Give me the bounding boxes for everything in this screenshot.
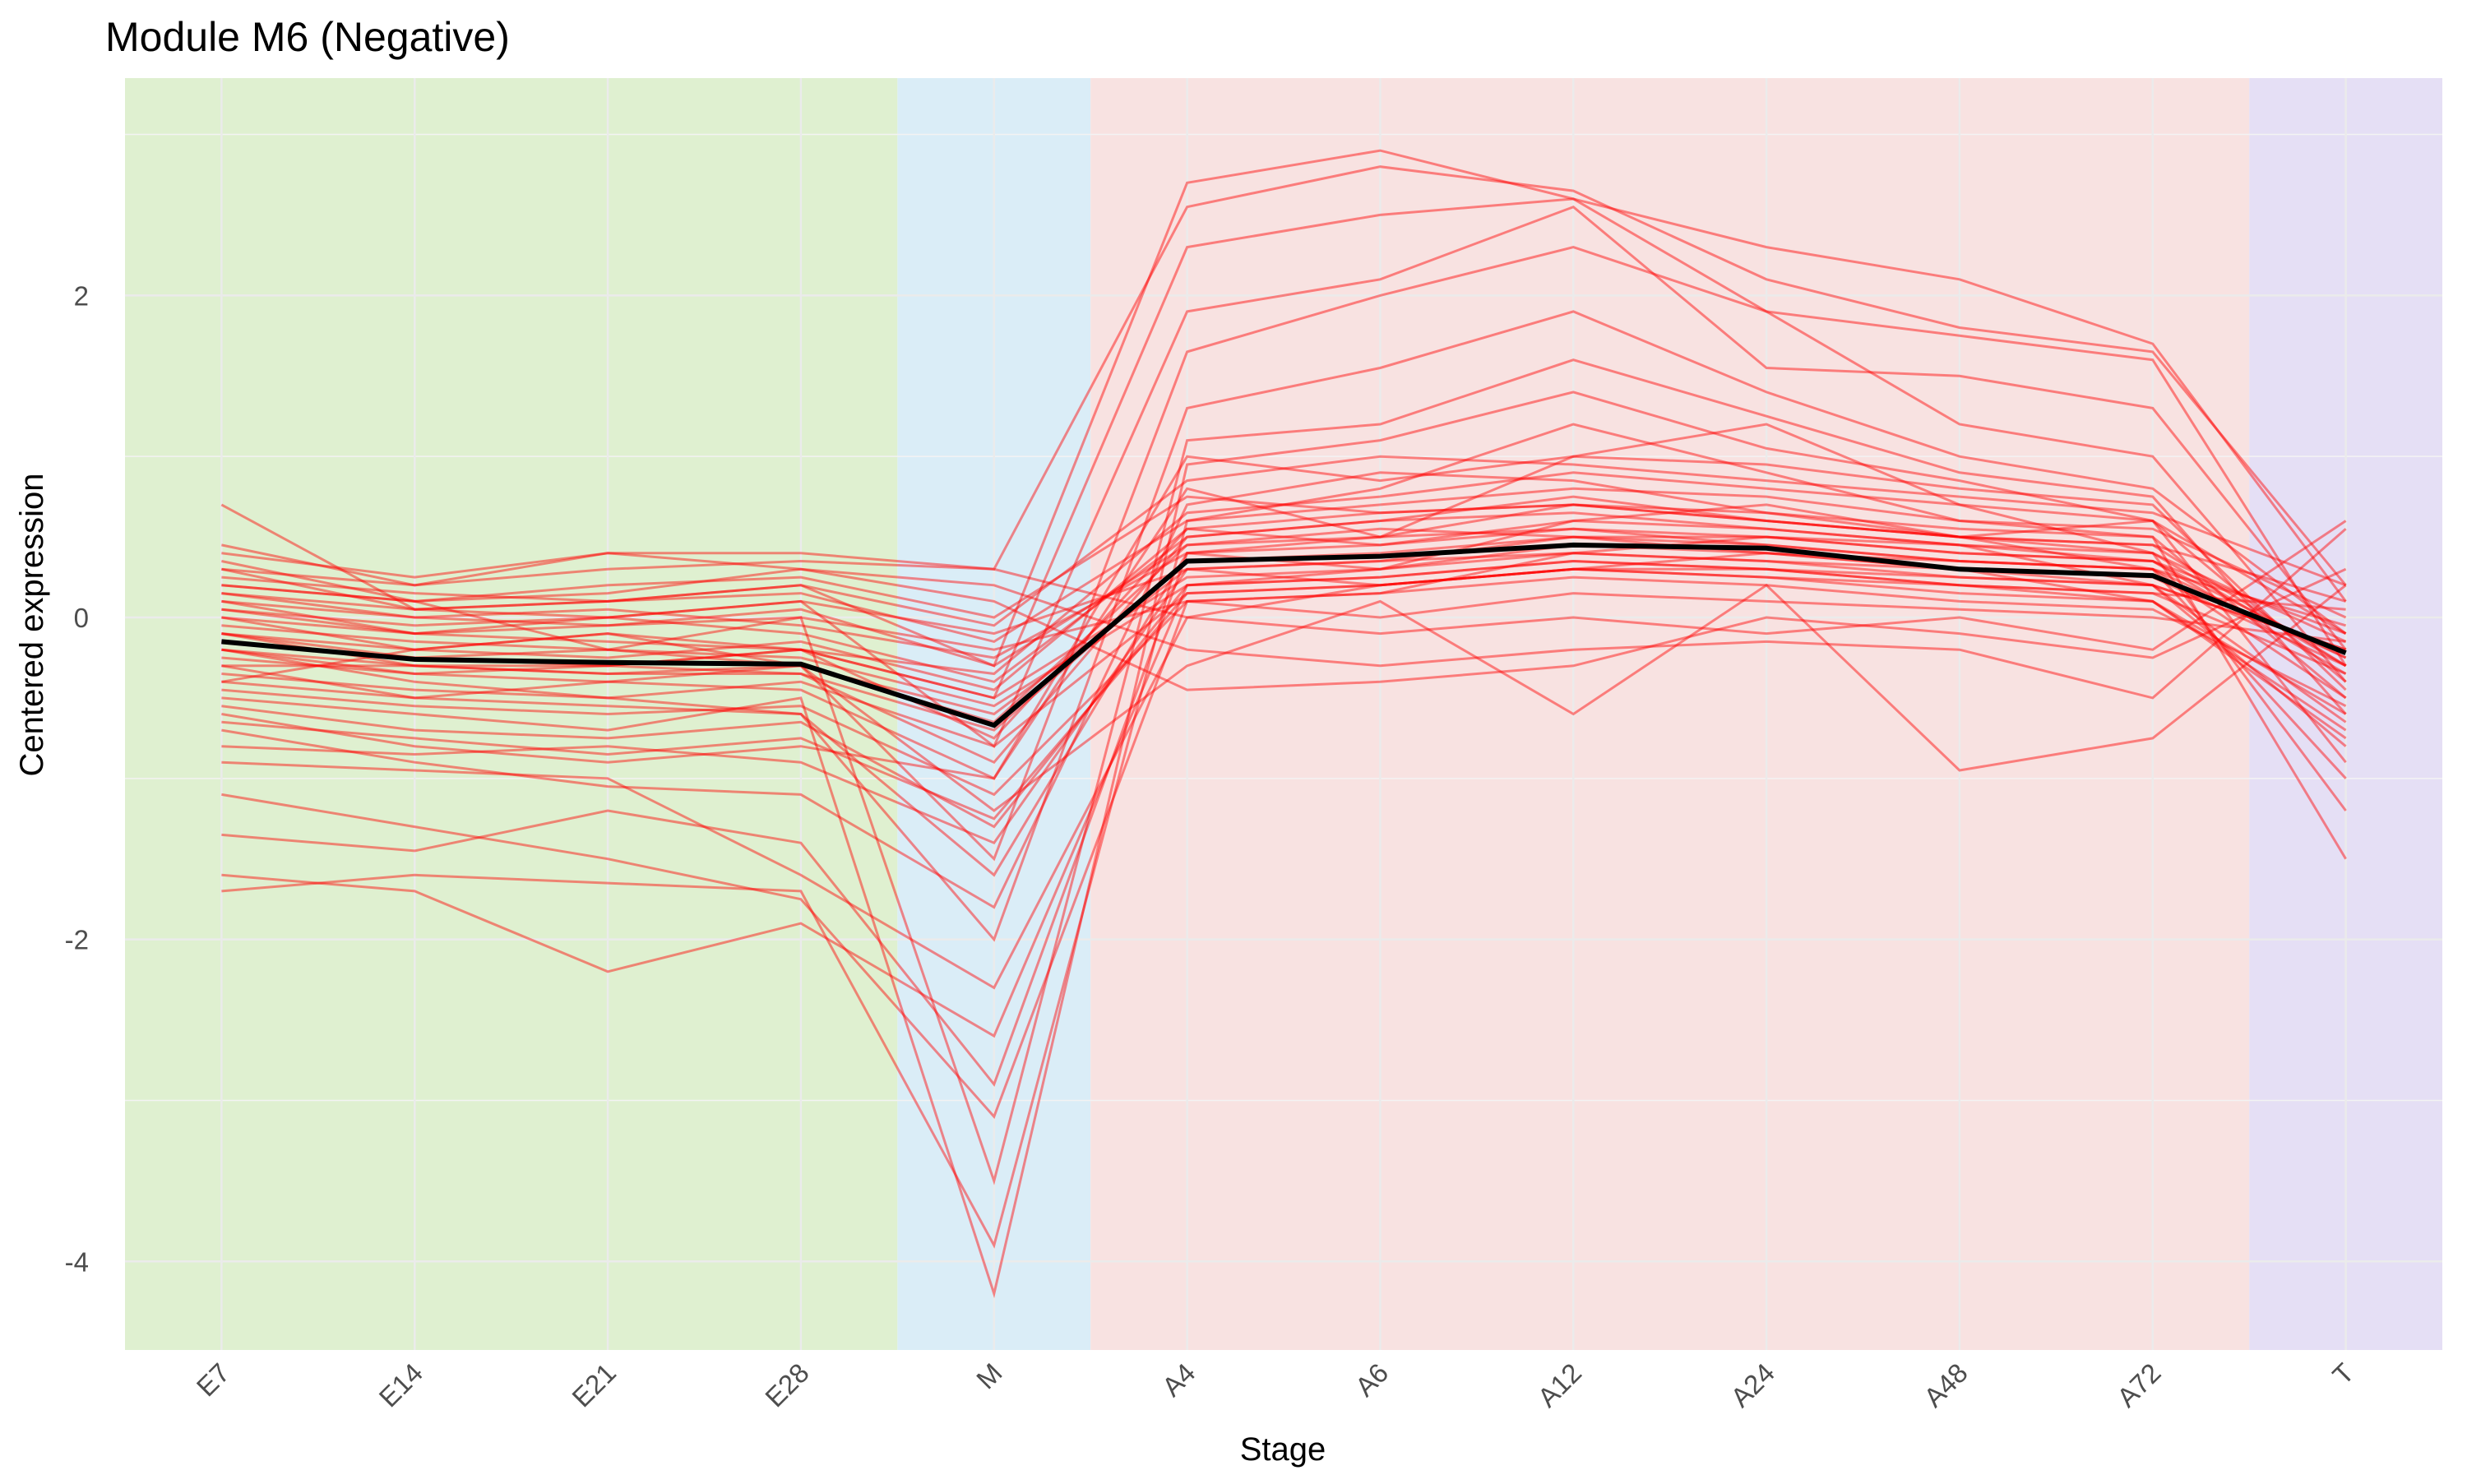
x-tick-labels: E7 E14 E21 E28 M A4 A6 A12 A24 A48 A72 T (191, 1357, 2360, 1413)
gene-line-42 (221, 455, 2347, 627)
x-tick-label: A6 (1349, 1357, 1395, 1403)
gene-line-36 (221, 471, 2347, 676)
gene-line-20 (221, 495, 2347, 683)
stage-band-a4 (1090, 78, 2250, 1350)
stage-band-e7 (125, 78, 898, 1350)
gene-line-32 (221, 527, 2347, 724)
y-tick-label: 0 (74, 603, 89, 633)
gene-line-40 (221, 567, 2346, 636)
gene-line-9 (221, 423, 2347, 1249)
gene-lines (220, 149, 2347, 1299)
gene-line-39 (221, 527, 2347, 877)
gene-line-6 (221, 310, 2347, 942)
x-tick-label: A48 (1918, 1357, 1974, 1413)
mean-expression-line (221, 542, 2347, 728)
gene-line-35 (221, 511, 2347, 765)
x-tick-label: E21 (566, 1357, 622, 1413)
gene-line-13 (221, 552, 2347, 990)
gene-line-7 (221, 358, 2347, 1186)
gene-line-19 (221, 471, 2347, 909)
x-tick-label: M (970, 1357, 1008, 1395)
gene-line-37 (221, 455, 2347, 780)
gene-line-5 (221, 246, 2347, 862)
gene-line-25 (221, 576, 2347, 797)
gene-line-28 (221, 487, 2347, 644)
gene-line-15 (221, 528, 2347, 700)
gene-line-1 (220, 149, 2347, 668)
x-tick-label: A24 (1724, 1357, 1780, 1413)
gene-line-14 (221, 520, 2347, 651)
gene-line-21 (221, 535, 2347, 716)
mean-line (221, 542, 2347, 728)
x-axis-title: Stage (1240, 1431, 1326, 1468)
gene-line-38 (221, 592, 2346, 651)
x-tick-label: E7 (191, 1357, 236, 1403)
gene-line-33 (221, 495, 2347, 619)
gene-line-11 (221, 503, 2347, 1038)
y-tick-label: -2 (65, 925, 89, 955)
gene-line-24 (221, 527, 2347, 668)
x-tick-label: T (2326, 1357, 2359, 1390)
gene-line-41 (221, 503, 2347, 740)
x-tick-label: A12 (1532, 1357, 1588, 1413)
chart-title: Module M6 (Negative) (105, 14, 510, 60)
gene-line-23 (221, 567, 2347, 748)
gene-line-4 (221, 205, 2347, 749)
gridlines (125, 78, 2442, 1350)
gene-line-29 (221, 559, 2347, 829)
y-axis-title: Centered expression (14, 473, 50, 776)
gene-line-8 (221, 391, 2347, 1299)
gene-line-43 (221, 567, 2347, 821)
stage-bands (125, 78, 2442, 1350)
x-tick-label: A72 (2111, 1357, 2167, 1413)
gene-line-2 (221, 165, 2347, 587)
x-tick-label: E14 (373, 1357, 429, 1413)
y-tick-labels: -4 -2 0 2 (65, 280, 89, 1277)
x-tick-label: E28 (759, 1357, 815, 1413)
gene-line-22 (221, 552, 2347, 700)
gene-line-12 (221, 535, 2347, 1119)
gene-line-17 (221, 583, 2347, 812)
x-tick-label: A4 (1156, 1357, 1201, 1403)
gene-line-10 (221, 423, 2347, 1087)
gene-line-18 (221, 487, 2347, 780)
gene-line-16 (221, 567, 2347, 691)
y-tick-label: 2 (74, 280, 89, 311)
gene-line-3 (221, 197, 2347, 700)
gene-line-26 (221, 519, 2347, 691)
y-tick-label: -4 (65, 1246, 89, 1277)
gene-line-31 (221, 559, 2347, 708)
